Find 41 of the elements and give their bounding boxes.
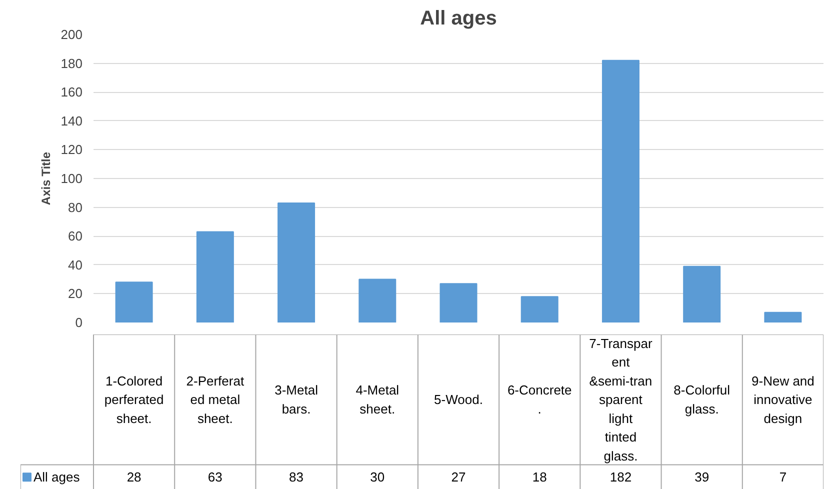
y-tick-label: 40	[68, 257, 83, 272]
x-tick-label: 7-Transparent &semi-transparent light tinted glass.	[589, 336, 653, 464]
data-label: 39	[694, 470, 710, 485]
x-tick-label: 2-Perferated metal sheet.	[186, 373, 244, 426]
legend-label: All ages	[33, 470, 80, 485]
bar	[602, 60, 640, 322]
y-tick-label: 80	[68, 200, 83, 215]
bar	[115, 282, 153, 322]
chart-title: All ages	[420, 8, 497, 30]
data-label: 63	[208, 470, 222, 485]
x-tick-label: 4-Metal sheet.	[356, 382, 400, 416]
y-tick-label: 100	[60, 171, 83, 186]
x-tick-label: 9-New and innovative design	[752, 373, 814, 426]
x-tick-label: 6-Concrete.	[507, 382, 572, 416]
bar	[196, 231, 234, 322]
data-label: 83	[289, 470, 304, 485]
bar	[683, 266, 721, 322]
y-tick-label: 180	[60, 56, 83, 71]
bar	[520, 296, 558, 322]
data-label: 30	[370, 470, 385, 485]
data-label: 28	[126, 470, 142, 485]
y-tick-label: 120	[60, 142, 83, 158]
bar	[764, 312, 802, 322]
data-label: 27	[451, 470, 466, 485]
bar	[440, 283, 478, 322]
y-tick-label: 200	[60, 27, 83, 42]
data-label: 18	[532, 470, 547, 485]
data-label: 182	[610, 470, 632, 485]
y-tick-label: 0	[75, 315, 83, 330]
y-tick-label: 160	[60, 84, 83, 100]
x-tick-label: 1-Colored perferated sheet.	[104, 373, 164, 426]
y-axis-title: Axis Title	[38, 152, 53, 206]
y-tick-label: 20	[68, 286, 83, 302]
data-label: 7	[779, 470, 787, 485]
bar	[358, 278, 396, 322]
x-tick-label: 3-Metal bars.	[274, 382, 318, 416]
bar	[278, 202, 316, 322]
x-tick-label: 8-Colorful glass.	[674, 382, 730, 416]
x-tick-label: 5-Wood.	[434, 392, 483, 408]
y-tick-label: 140	[60, 113, 83, 128]
y-tick-label: 60	[68, 228, 83, 244]
